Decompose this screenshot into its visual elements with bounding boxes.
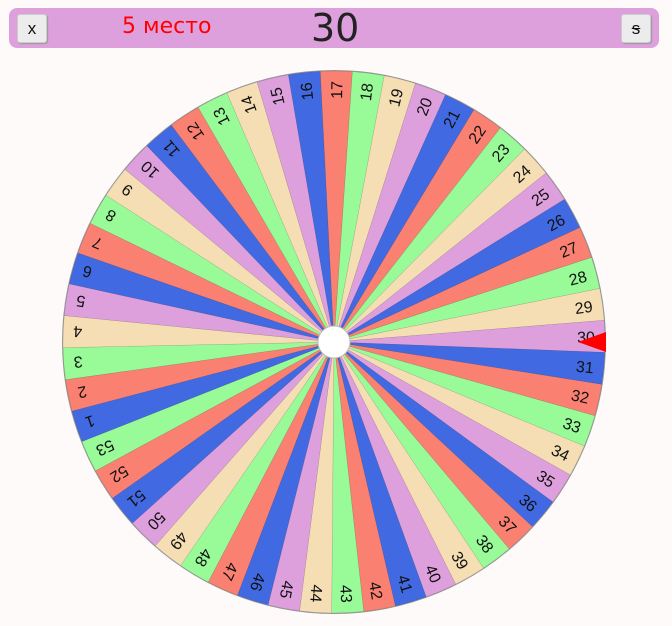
segment-label: 48 <box>191 545 215 569</box>
wheel-segment-22: 22 <box>333 109 501 343</box>
wheel-segment-51: 51 <box>112 341 335 524</box>
segment-label: 34 <box>548 442 572 465</box>
wheel-segment-35: 35 <box>333 341 571 503</box>
segment-label: 46 <box>246 571 268 593</box>
wheel-segment-38: 38 <box>333 341 510 569</box>
wheel-segment-11: 11 <box>146 124 335 343</box>
pointer-icon <box>578 332 606 352</box>
segment-label: 35 <box>533 468 557 492</box>
wheel-segment-10: 10 <box>124 145 335 343</box>
top-bar: x 5 место 30 s <box>9 8 659 48</box>
wheel-segment-31: 31 <box>333 341 606 385</box>
wheel-segment-9: 9 <box>105 169 335 343</box>
wheel-segment-25: 25 <box>333 172 565 343</box>
segment-label: 19 <box>386 87 407 108</box>
wheel-segment-26: 26 <box>333 198 580 343</box>
wheel-segment-43: 43 <box>331 341 364 614</box>
segment-label: 28 <box>567 269 589 290</box>
wheel-segment-52: 52 <box>95 341 335 499</box>
wheel-segment-37: 37 <box>333 341 533 550</box>
wheel-segment-48: 48 <box>180 341 335 583</box>
segment-label: 15 <box>268 85 289 106</box>
wheel-segment-6: 6 <box>69 252 335 343</box>
segment-label: 42 <box>365 581 385 602</box>
segment-label: 14 <box>239 93 261 116</box>
wheel-segment-44: 44 <box>299 341 335 614</box>
segment-label: 44 <box>306 584 324 603</box>
wheel-segment-14: 14 <box>226 81 335 343</box>
segment-label: 16 <box>298 81 317 101</box>
wheel-segment-19: 19 <box>333 75 416 343</box>
wheel-segment-41: 41 <box>333 341 427 607</box>
wheel-segment-33: 33 <box>333 341 596 447</box>
wheel-segment-49: 49 <box>154 341 335 566</box>
segment-label: 2 <box>76 382 88 400</box>
wheel-segment-39: 39 <box>333 341 484 585</box>
wheel-segment-29: 29 <box>333 288 605 343</box>
segment-label: 47 <box>218 560 241 583</box>
s-button[interactable]: s <box>621 14 651 43</box>
segment-label: 5 <box>75 291 87 309</box>
wheel-segment-36: 36 <box>333 341 554 528</box>
wheel-segment-27: 27 <box>333 227 592 343</box>
wheel-segment-4: 4 <box>62 315 335 348</box>
wheel-segment-46: 46 <box>237 341 335 606</box>
place-label: 5 место <box>122 14 212 39</box>
segment-label: 29 <box>574 299 594 318</box>
wheel-segment-20: 20 <box>333 83 446 343</box>
wheel-segment-1: 1 <box>71 341 335 442</box>
current-number: 30 <box>311 6 360 50</box>
segment-label: 13 <box>211 104 234 128</box>
wheel-segment-42: 42 <box>333 341 396 612</box>
segment-label: 18 <box>358 82 377 102</box>
segment-label: 40 <box>421 563 444 586</box>
wheel-segment-32: 32 <box>333 341 602 417</box>
segment-label: 41 <box>393 573 414 595</box>
close-button[interactable]: x <box>17 14 47 43</box>
segment-label: 21 <box>441 108 464 132</box>
segment-label: 43 <box>336 585 354 604</box>
wheel-segment-28: 28 <box>333 257 600 343</box>
wheel-segment-13: 13 <box>197 92 335 343</box>
segment-label: 33 <box>560 415 582 437</box>
segment-label: 17 <box>329 81 346 99</box>
segment-label: 32 <box>569 387 590 407</box>
wheel-segment-3: 3 <box>62 341 335 380</box>
wheel-segment-8: 8 <box>90 195 335 343</box>
wheel-hub <box>317 325 351 359</box>
wheel-segment-50: 50 <box>132 341 335 547</box>
wheel-segment-16: 16 <box>288 71 335 343</box>
wheel-segment-5: 5 <box>64 283 335 343</box>
wheel-segment-23: 23 <box>333 127 525 343</box>
wheel-segment-12: 12 <box>171 107 335 343</box>
wheel-segment-15: 15 <box>256 74 335 343</box>
segment-label: 27 <box>558 239 581 261</box>
segment-label: 52 <box>107 462 131 486</box>
segment-label: 20 <box>414 96 436 119</box>
segment-label: 26 <box>545 212 569 235</box>
wheel-segment-24: 24 <box>333 148 547 343</box>
wheel-segment-40: 40 <box>333 341 456 598</box>
wheel-segment-34: 34 <box>333 341 585 476</box>
wheel-segment-17: 17 <box>320 70 353 343</box>
segment-label: 4 <box>73 322 83 339</box>
segment-label: 39 <box>447 549 471 573</box>
segment-label: 45 <box>276 579 296 600</box>
segment-label: 53 <box>93 436 116 459</box>
wheel-segment-45: 45 <box>267 341 335 612</box>
wheel-segment-2: 2 <box>65 341 335 412</box>
wheel-segment-7: 7 <box>77 222 335 343</box>
wheel-segment-18: 18 <box>333 71 385 343</box>
wheel-segment-47: 47 <box>207 341 335 596</box>
segment-label: 3 <box>73 352 83 370</box>
wheel-segment-53: 53 <box>81 341 335 472</box>
segment-label: 31 <box>575 359 594 378</box>
wheel-segment-21: 21 <box>333 94 475 343</box>
